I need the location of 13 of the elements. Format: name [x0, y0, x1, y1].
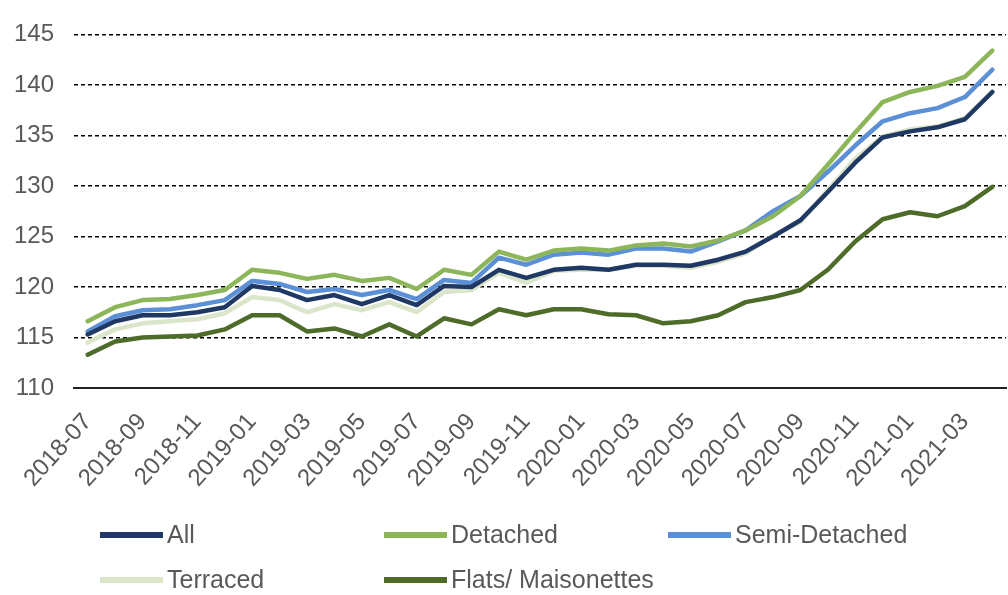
legend-label: Flats/ Maisonettes	[451, 565, 654, 594]
legend-label: Semi-Detached	[735, 520, 908, 549]
y-tick-label: 135	[13, 120, 54, 148]
y-tick-label: 125	[13, 221, 54, 249]
legend-label: Terraced	[167, 565, 265, 594]
legend-label: All	[167, 520, 195, 549]
y-tick-label: 130	[13, 170, 54, 198]
y-tick-label: 120	[13, 271, 54, 299]
y-tick-label: 140	[13, 69, 54, 97]
y-tick-label: 145	[13, 19, 54, 47]
legend-label: Detached	[451, 520, 559, 549]
y-tick-label: 115	[15, 322, 54, 350]
y-tick-label: 110	[15, 372, 54, 400]
